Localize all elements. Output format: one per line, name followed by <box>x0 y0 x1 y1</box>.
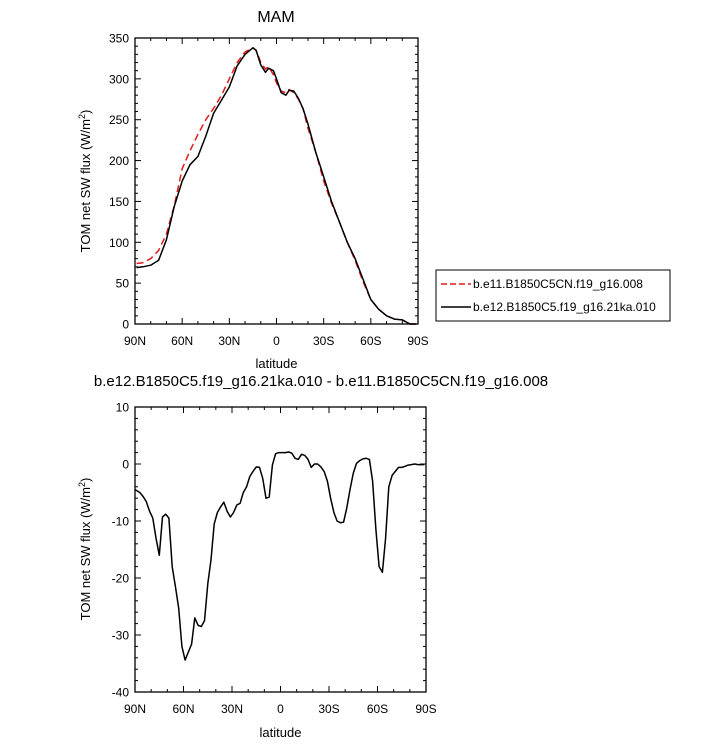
chart-mam: MAM 0 50 100 150 200 250 300 350 90N 60N 30N 0 30S 6… <box>77 9 671 371</box>
y-tick-label: 0 <box>122 458 129 472</box>
y-tick-label: 0 <box>122 318 129 332</box>
y-tick-label: 10 <box>116 401 130 415</box>
x-axis-label: latitude <box>256 356 298 371</box>
x-tick-label: 30N <box>221 702 243 716</box>
x-tick-label: 60S <box>360 334 381 348</box>
legend-label-series-2: b.e12.B1850C5.f19_g16.21ka.010 <box>473 300 656 314</box>
x-tick-label: 30S <box>318 702 339 716</box>
x-tick-label: 90S <box>415 702 436 716</box>
x-tick-label: 60S <box>367 702 388 716</box>
legend-box <box>435 269 671 322</box>
x-tick-label: 30S <box>313 334 334 348</box>
x-tick-label: 60N <box>172 702 194 716</box>
chart-title: MAM <box>257 9 294 26</box>
y-tick-label: -40 <box>112 686 130 700</box>
x-tick-label: 90N <box>124 702 146 716</box>
legend: b.e11.B1850C5CN.f19_g16.008 b.e12.B1850C… <box>435 269 671 322</box>
y-tick-label: 200 <box>109 154 129 168</box>
y-tick-label: -20 <box>112 572 130 586</box>
y-axis-label: TOM net SW flux (W/m2) <box>77 110 93 253</box>
x-tick-label: 60N <box>171 334 193 348</box>
x-axis-label: latitude <box>260 725 302 740</box>
series-line-2 <box>136 47 417 325</box>
y-tick-label: 350 <box>109 32 129 46</box>
y-axis-label: TOM net SW flux (W/m2) <box>77 478 93 621</box>
y-tick-label: 250 <box>109 113 129 127</box>
x-tick-label: 90S <box>407 334 428 348</box>
series-line-1 <box>136 47 417 325</box>
y-tick-label: 50 <box>116 277 130 291</box>
y-tick-label: -10 <box>112 515 130 529</box>
legend-label-series-1: b.e11.B1850C5CN.f19_g16.008 <box>473 277 643 291</box>
chart-title: b.e12.B1850C5.f19_g16.21ka.010 - b.e11.B… <box>94 373 548 390</box>
x-tick-label: 90N <box>124 334 146 348</box>
chart-difference: b.e12.B1850C5.f19_g16.21ka.010 - b.e11.B… <box>77 373 548 740</box>
x-tick-label: 0 <box>273 334 280 348</box>
x-tick-label: 30N <box>218 334 240 348</box>
y-tick-label: -30 <box>112 629 130 643</box>
y-tick-label: 100 <box>109 236 129 250</box>
y-tick-label: 300 <box>109 72 129 86</box>
plot-frame <box>134 406 427 693</box>
y-tick-label: 150 <box>109 195 129 209</box>
series-line-1 <box>134 451 425 661</box>
x-tick-label: 0 <box>277 702 284 716</box>
